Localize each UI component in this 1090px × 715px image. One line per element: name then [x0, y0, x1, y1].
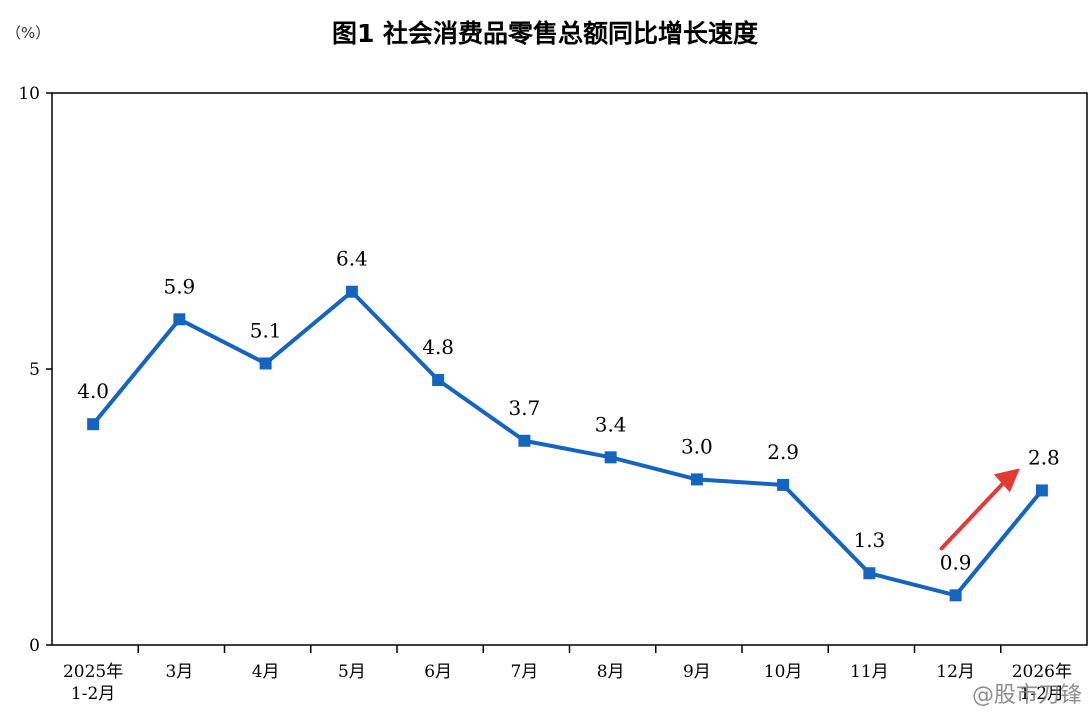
data-point — [863, 567, 876, 580]
data-label: 4.0 — [77, 379, 109, 403]
plot-frame — [51, 92, 1088, 646]
data-labels: 4.0 5.9 5.1 6.4 4.8 3.7 3.4 3.0 2.9 1.3 0.9 2.8 — [77, 247, 1060, 575]
data-point — [690, 473, 703, 486]
x-tick-label: 5月 — [338, 662, 366, 682]
y-tick-label: 0 — [29, 636, 40, 656]
annotation-arrow — [939, 468, 1020, 551]
data-label: 3.4 — [595, 412, 627, 436]
x-tick-label: 10月 — [764, 662, 803, 682]
data-label: 3.0 — [681, 434, 713, 458]
x-tick-label: 2026年 1-2月 — [1012, 662, 1072, 704]
data-label: 6.4 — [336, 247, 368, 271]
x-tick-label: 9月 — [683, 662, 711, 682]
arrow-head — [993, 468, 1020, 493]
data-label: 2.8 — [1028, 445, 1060, 469]
x-tick-label: 4月 — [252, 662, 280, 682]
x-tick-label-line: 2025年 — [63, 662, 123, 682]
data-label: 2.9 — [767, 440, 799, 464]
x-tick-label: 12月 — [936, 662, 975, 682]
data-point — [432, 374, 445, 387]
x-tick-label-line: 6月 — [424, 662, 452, 682]
data-point — [949, 589, 962, 602]
y-axis-unit: （%） — [6, 24, 51, 42]
x-tick-label-line: 8月 — [597, 662, 625, 682]
x-tick-label-line: 9月 — [683, 662, 711, 682]
data-label: 4.8 — [422, 335, 454, 359]
data-label: 1.3 — [853, 528, 885, 552]
x-tick-label: 6月 — [424, 662, 452, 682]
series-line-group — [87, 285, 1048, 602]
chart-title: 图1 社会消费品零售总额同比增长速度 — [331, 19, 759, 48]
data-label: 0.9 — [940, 550, 972, 574]
y-tick-label: 5 — [29, 360, 40, 380]
x-tick-label: 2025年 1-2月 — [63, 662, 123, 704]
x-tick-label-line: 7月 — [510, 662, 538, 682]
x-tick-label-line: 12月 — [936, 662, 975, 682]
x-tick-label-line: 4月 — [252, 662, 280, 682]
data-point — [173, 313, 186, 326]
x-tick-label-line: 11月 — [850, 662, 889, 682]
data-point — [518, 434, 531, 447]
data-label: 5.9 — [163, 274, 195, 298]
x-tick-label-line: 10月 — [764, 662, 803, 682]
x-tick-label: 3月 — [165, 662, 193, 682]
x-tick-label-line: 3月 — [165, 662, 193, 682]
arrow-shaft — [939, 478, 1008, 551]
x-tick-label-line: 1-2月 — [71, 684, 115, 704]
x-tick-label: 11月 — [850, 662, 889, 682]
watermark: @股市刀锋 — [971, 683, 1082, 708]
y-tick-label: 10 — [18, 84, 40, 104]
data-point — [87, 418, 100, 431]
data-point — [259, 357, 272, 370]
series-line — [91, 289, 1044, 598]
data-label: 5.1 — [250, 318, 282, 342]
x-tick-label-line: 2026年 — [1012, 662, 1072, 682]
x-tick-label: 8月 — [597, 662, 625, 682]
data-point — [1035, 484, 1048, 497]
x-tick-label-line: 5月 — [338, 662, 366, 682]
data-label: 3.7 — [508, 396, 540, 420]
data-point — [345, 285, 358, 298]
x-tick-label: 7月 — [510, 662, 538, 682]
x-tick-label-line: 1-2月 — [1020, 684, 1064, 704]
data-point — [604, 451, 617, 464]
data-point — [777, 478, 790, 491]
